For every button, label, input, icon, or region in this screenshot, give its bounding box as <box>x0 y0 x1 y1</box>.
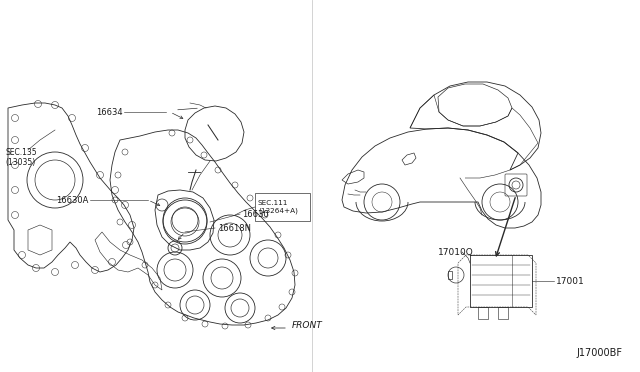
Text: 16630A: 16630A <box>56 196 88 205</box>
Text: J17000BF: J17000BF <box>576 348 622 358</box>
Text: 17001: 17001 <box>556 276 585 285</box>
Text: 17010Q: 17010Q <box>438 247 474 257</box>
Text: FRONT: FRONT <box>292 321 323 330</box>
Text: 16618N: 16618N <box>218 224 251 232</box>
Text: SEC.111
(13264+A): SEC.111 (13264+A) <box>258 200 298 214</box>
Text: 16634: 16634 <box>96 108 123 116</box>
Text: 16630: 16630 <box>242 209 269 218</box>
Text: SEC.135
(13035): SEC.135 (13035) <box>5 148 36 167</box>
